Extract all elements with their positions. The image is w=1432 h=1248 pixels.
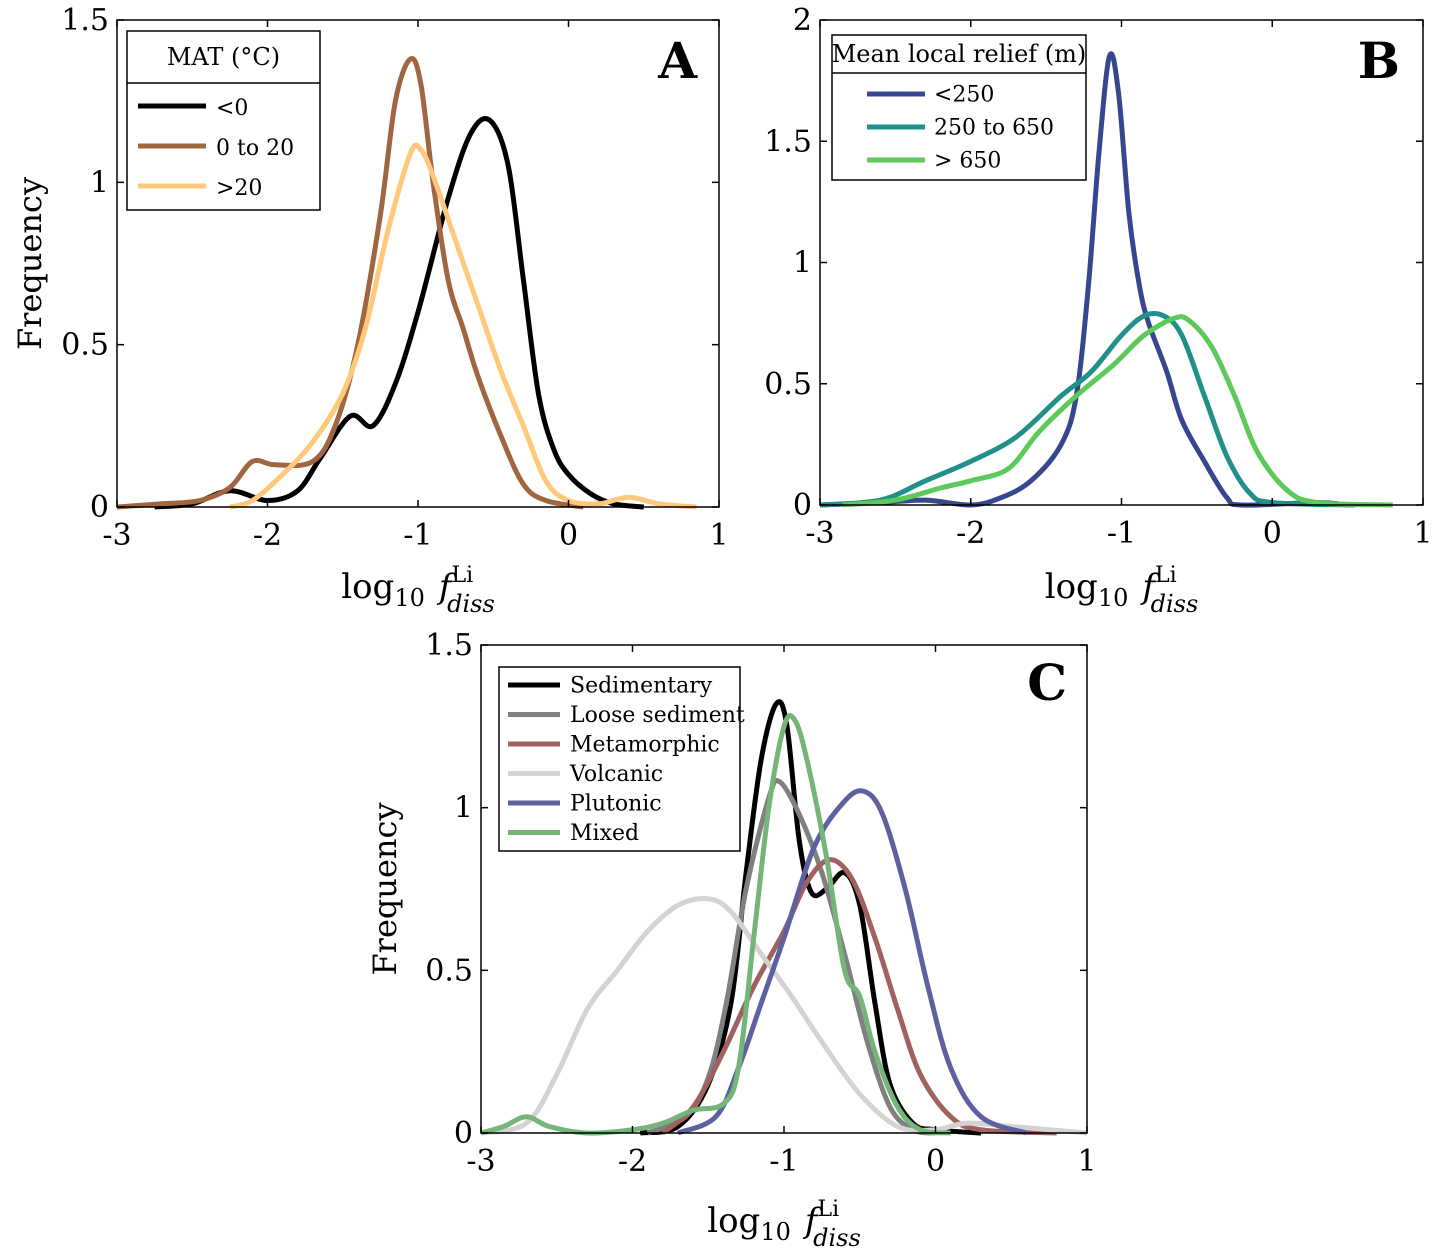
series-line-0	[639, 699, 982, 1136]
y-tick-label: 1	[454, 791, 473, 826]
legend-label: > 650	[934, 149, 1001, 174]
x-tick-label: 0	[926, 1144, 945, 1179]
legend-box	[126, 30, 321, 211]
series-line-1	[116, 55, 584, 510]
x-tick-label: -1	[1107, 516, 1136, 551]
y-axis-label: Frequency	[11, 177, 49, 350]
x-tick-label: -1	[403, 518, 432, 553]
series-line-1	[646, 778, 936, 1136]
y-tick-label: 0.5	[764, 367, 812, 402]
y-tick-label: 0.5	[61, 328, 109, 363]
x-label-log: log	[341, 567, 394, 607]
x-axis-label: log10 fLi diss	[341, 563, 495, 618]
y-axis-label: Frequency	[366, 802, 404, 975]
legend-label: <250	[934, 83, 994, 108]
x-label-log-base: 10	[760, 1218, 791, 1246]
y-tick-label: 2	[793, 3, 812, 38]
legend-label: >20	[216, 176, 262, 201]
x-axis-label: log10 fLi diss	[1045, 563, 1199, 618]
x-label-sub: diss	[813, 1224, 861, 1248]
x-axis-label: log10 fLi diss	[707, 1197, 861, 1248]
series-line-2	[661, 857, 1057, 1136]
series-line-2	[842, 314, 1393, 508]
panel-letter: C	[1027, 653, 1067, 712]
x-tick-label: -3	[805, 516, 834, 551]
x-tick-label: 0	[559, 518, 578, 553]
legend-label: <0	[216, 96, 248, 121]
legend-label: Sedimentary	[570, 673, 713, 698]
legend-box	[498, 666, 741, 852]
y-tick-label: 0.5	[425, 953, 473, 988]
y-tick-label: 1	[793, 246, 812, 281]
series-line-1	[819, 310, 1356, 508]
y-tick-label: 0	[90, 490, 109, 525]
x-label-log: log	[707, 1201, 760, 1241]
x-label-sup: Li	[1155, 563, 1177, 588]
legend: Mean local relief (m) <250 250 to 650 > 650	[831, 34, 1087, 181]
x-tick-label: -3	[102, 518, 131, 553]
legend-title: Mean local relief (m)	[832, 40, 1087, 68]
panel-letter: B	[1358, 31, 1400, 90]
y-tick-label: 0	[793, 488, 812, 523]
y-tick-label: 1.5	[425, 628, 473, 663]
x-tick-label: 1	[709, 518, 728, 553]
panel-letter: A	[657, 31, 698, 90]
legend-title: MAT (°C)	[167, 43, 280, 71]
x-tick-label: -2	[618, 1144, 647, 1179]
series-line-0	[154, 116, 645, 510]
legend-label: Mixed	[570, 821, 639, 846]
legend-label: Volcanic	[569, 762, 663, 787]
series-line-0	[819, 51, 1348, 508]
x-label-sub: diss	[1151, 590, 1199, 618]
x-label-log: log	[1045, 567, 1098, 607]
x-tick-label: -2	[956, 516, 985, 551]
series-line-4	[677, 788, 1028, 1136]
legend: Sedimentary Loose sediment Metamorphic Volc…	[498, 666, 745, 852]
x-label-sup: Li	[451, 563, 473, 588]
legend-label: 0 to 20	[216, 136, 294, 161]
x-tick-label: -3	[466, 1144, 495, 1179]
y-tick-label: 0	[454, 1116, 473, 1151]
x-tick-label: 0	[1263, 516, 1282, 551]
legend: MAT (°C) <0 0 to 20 >20	[126, 30, 321, 211]
legend-label: Loose sediment	[570, 703, 745, 728]
x-label-log-base: 10	[1098, 584, 1129, 612]
legend-box	[831, 34, 1087, 181]
x-label-sup: Li	[817, 1197, 839, 1222]
legend-label: 250 to 650	[934, 116, 1054, 141]
y-tick-label: 1.5	[764, 124, 812, 159]
y-tick-label: 1	[90, 165, 109, 200]
legend-label: Metamorphic	[570, 732, 720, 757]
x-tick-label: -2	[253, 518, 282, 553]
x-tick-label: 1	[1077, 1144, 1096, 1179]
x-tick-label: 1	[1413, 516, 1432, 551]
x-tick-label: -1	[769, 1144, 798, 1179]
y-tick-label: 1.5	[61, 3, 109, 38]
series-line-3	[480, 896, 1088, 1136]
x-label-log-base: 10	[394, 584, 425, 612]
series-line-2	[229, 142, 697, 510]
legend-label: Plutonic	[570, 791, 662, 816]
x-label-sub: diss	[447, 590, 495, 618]
